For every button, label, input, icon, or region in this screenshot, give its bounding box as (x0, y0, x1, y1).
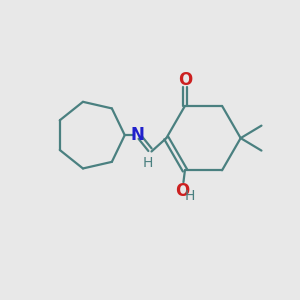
Text: O: O (175, 182, 189, 200)
Text: O: O (178, 71, 192, 89)
Text: N: N (130, 126, 144, 144)
Text: H: H (143, 156, 153, 170)
Text: H: H (185, 189, 196, 203)
